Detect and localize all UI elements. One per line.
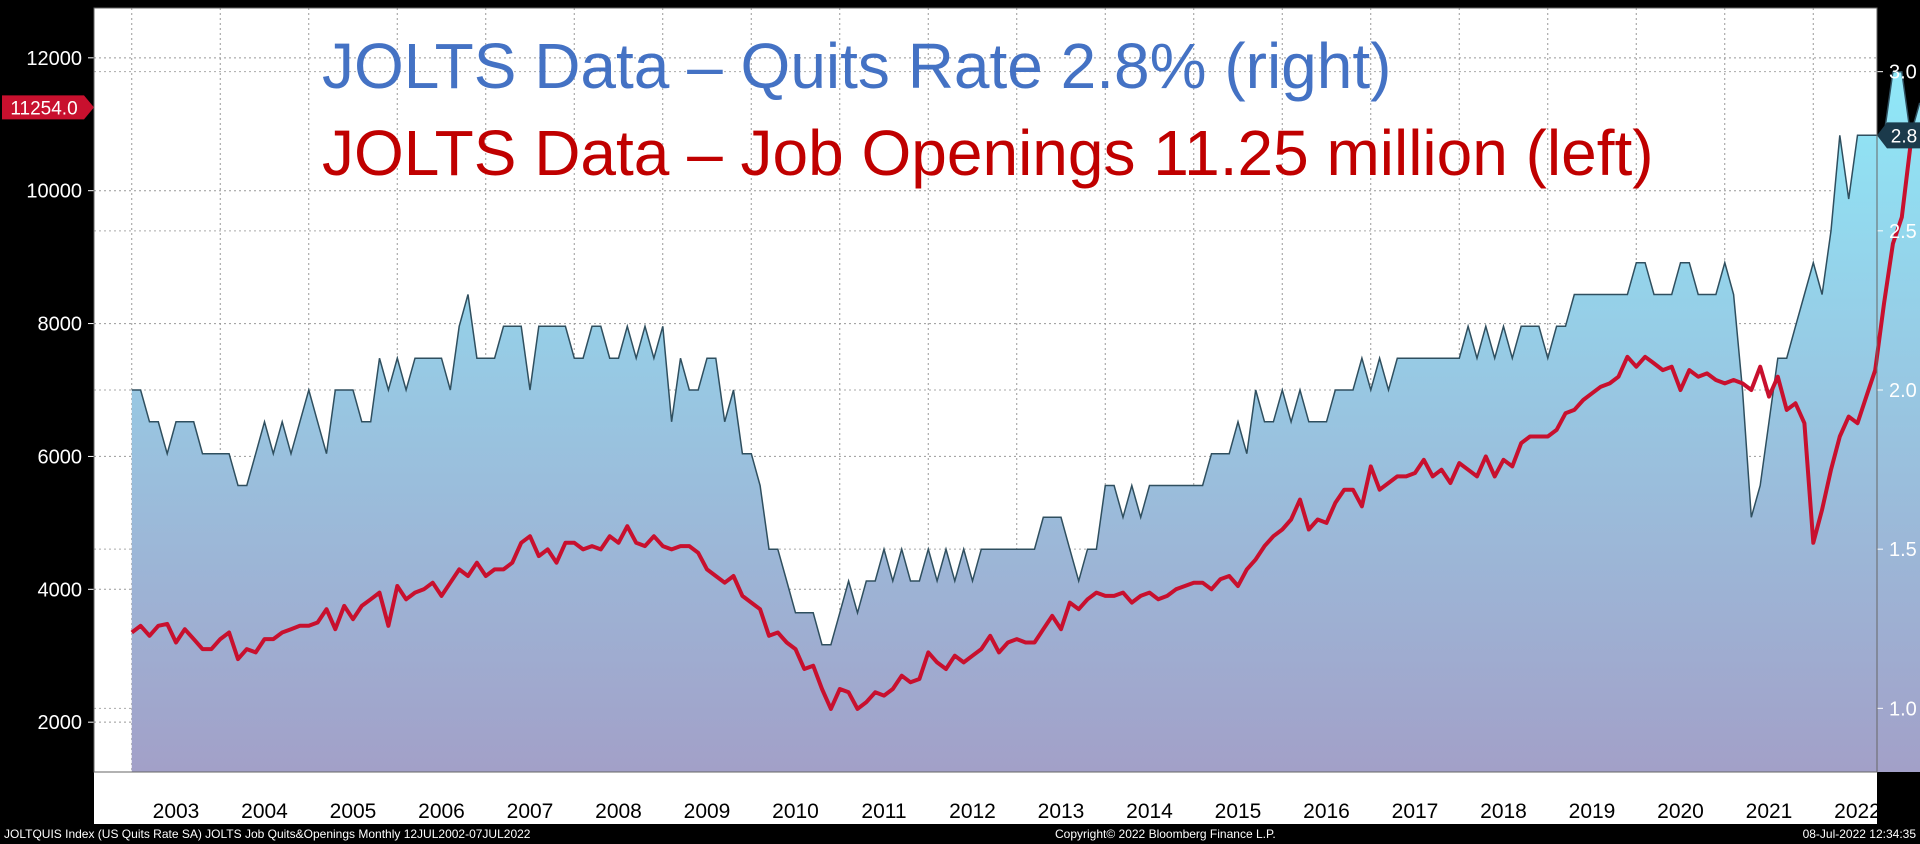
x-tick-label: 2009 — [684, 800, 731, 823]
series-openings-line — [130, 125, 1920, 711]
y-left-tick-label: 4000 — [38, 579, 83, 601]
chart-title-openings: JOLTS Data – Job Openings 11.25 million … — [322, 117, 1654, 189]
footer-timestamp: 08-Jul-2022 12:34:35 — [1802, 827, 1916, 841]
x-tick-label: 2016 — [1303, 800, 1350, 823]
x-tick-label: 2015 — [1215, 800, 1262, 823]
last-value-badge-right — [1877, 122, 1920, 149]
x-tick-label: 2004 — [241, 800, 288, 823]
x-tick-label: 2019 — [1569, 800, 1616, 823]
y-right-tick-label: 1.0 — [1889, 698, 1917, 720]
y-right-tick-label: 2.5 — [1889, 221, 1917, 243]
last-value-badge-left — [2, 95, 94, 120]
x-tick-label: 2010 — [772, 800, 819, 823]
series-quits-area — [131, 71, 1920, 772]
x-tick-label: 2018 — [1480, 800, 1527, 823]
y-right-tick-label: 2.0 — [1889, 380, 1917, 402]
y-right-tick-label: 3.0 — [1889, 62, 1917, 84]
x-tick-label: 2012 — [949, 800, 996, 823]
y-left-tick-label: 6000 — [38, 446, 83, 468]
y-left-tick-label: 8000 — [38, 314, 83, 336]
x-tick-label: 2007 — [507, 800, 554, 823]
x-tick-label: 2014 — [1126, 800, 1173, 823]
x-tick-label: 2008 — [595, 800, 642, 823]
x-tick-label: 2021 — [1746, 800, 1793, 823]
chart: 2000 4000 6000 8000 10000 12000 1.0 1.5 2.0 2.5 3.… — [2, 7, 1920, 824]
footer-source: JOLTQUIS Index (US Quits Rate SA) JOLTS … — [4, 827, 531, 841]
x-tick-label: 2011 — [861, 800, 906, 823]
x-tick-label: 2017 — [1392, 800, 1439, 823]
x-tick-label: 2005 — [330, 800, 377, 823]
plot-frame — [93, 7, 1878, 773]
x-tick-label: 2020 — [1657, 800, 1704, 823]
y-left-tick-label: 12000 — [26, 48, 82, 70]
y-left-tick-label: 2000 — [38, 712, 83, 734]
x-axis-band — [94, 772, 1877, 824]
x-tick-label: 2022 — [1834, 800, 1881, 823]
y-right-tick-label: 1.5 — [1889, 539, 1917, 561]
x-tick-label: 2006 — [418, 800, 465, 823]
x-tick-label: 2003 — [153, 800, 200, 823]
chart-title-quits: JOLTS Data – Quits Rate 2.8% (right) — [322, 30, 1391, 102]
last-value-label-right: 2.8 — [1891, 126, 1917, 147]
series-quits-line — [131, 70, 1920, 646]
x-tick-label: 2013 — [1038, 800, 1085, 823]
y-left-tick-label: 10000 — [26, 181, 82, 203]
last-value-label-left: 11254.0 — [10, 98, 77, 119]
footer-copyright: Copyright© 2022 Bloomberg Finance L.P. — [1055, 827, 1276, 841]
